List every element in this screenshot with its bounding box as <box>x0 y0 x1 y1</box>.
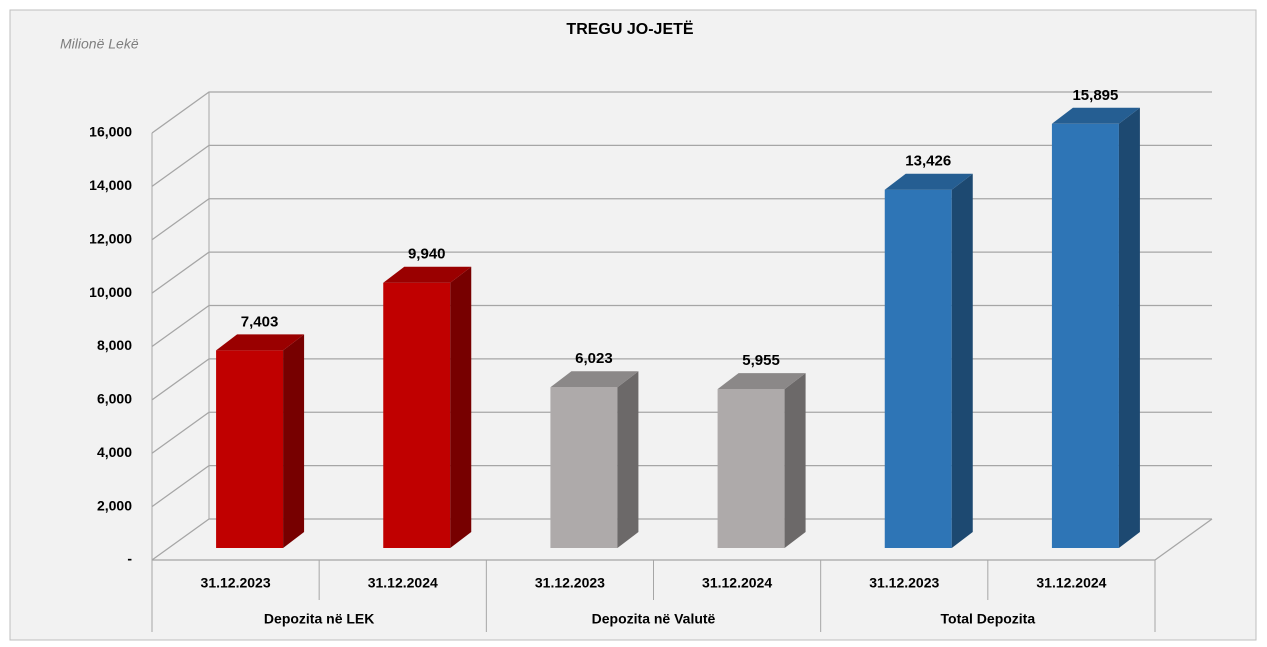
x-tick-label: 31.12.2023 <box>201 575 271 591</box>
bar-top <box>717 373 806 390</box>
y-tick-label: 8,000 <box>97 337 132 353</box>
group-label: Depozita në LEK <box>264 611 374 627</box>
bar <box>550 387 618 548</box>
y-tick-label: - <box>127 551 132 567</box>
group-label: Total Depozita <box>941 611 1036 627</box>
data-label: 13,426 <box>905 153 951 170</box>
chart-title: TREGU JO-JETË <box>566 20 693 38</box>
bar <box>884 189 952 549</box>
bar <box>717 389 785 548</box>
y-tick-label: 6,000 <box>97 391 132 407</box>
bar <box>383 282 451 548</box>
bar <box>1051 123 1119 548</box>
x-tick-label: 31.12.2024 <box>1036 575 1106 591</box>
bar-side <box>617 371 639 548</box>
bar-top <box>383 266 472 283</box>
bar-side <box>450 266 472 548</box>
bar-side <box>951 173 973 549</box>
x-tick-label: 31.12.2024 <box>368 575 438 591</box>
bar-top <box>884 173 973 190</box>
y-tick-label: 4,000 <box>97 444 132 460</box>
bar-top <box>550 371 639 388</box>
bar-top <box>216 334 305 351</box>
x-tick-label: 31.12.2023 <box>535 575 605 591</box>
x-tick-label: 31.12.2024 <box>702 575 772 591</box>
bar <box>216 350 284 548</box>
data-label: 9,940 <box>408 246 446 263</box>
y-tick-label: 2,000 <box>97 497 132 513</box>
bar-side <box>1118 107 1140 548</box>
y-tick-label: 10,000 <box>89 284 132 300</box>
data-label: 6,023 <box>575 350 613 367</box>
data-label: 7,403 <box>241 313 279 330</box>
y-tick-label: 14,000 <box>89 177 132 193</box>
unit-label: Milionë Lekë <box>60 36 139 52</box>
y-tick-label: 16,000 <box>89 124 132 140</box>
data-label: 15,895 <box>1072 87 1118 104</box>
bar-side <box>784 373 806 548</box>
bar-top <box>1051 107 1140 124</box>
y-tick-label: 12,000 <box>89 230 132 246</box>
bar-side <box>283 334 305 548</box>
data-label: 5,955 <box>742 352 780 369</box>
group-label: Depozita në Valutë <box>592 611 716 627</box>
x-tick-label: 31.12.2023 <box>869 575 939 591</box>
